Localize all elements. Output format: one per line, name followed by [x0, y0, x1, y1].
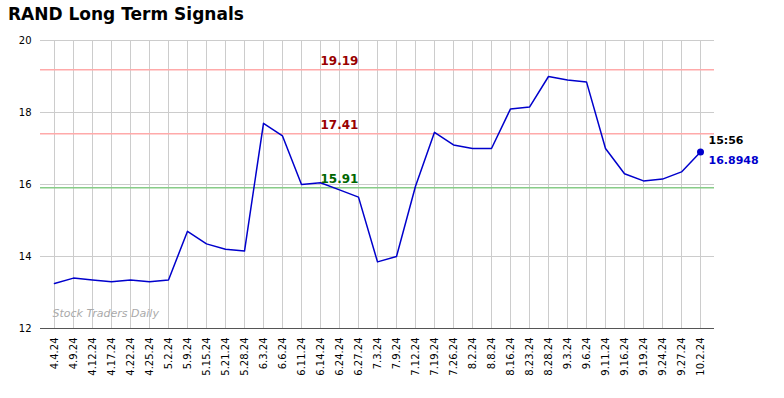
svg-text:12: 12 — [19, 323, 32, 334]
svg-text:Stock Traders Daily: Stock Traders Daily — [53, 307, 160, 320]
svg-text:5.21.24: 5.21.24 — [220, 338, 231, 376]
html-text:RAND Long Term Signals: RAND Long Term Signals — [8, 4, 244, 24]
svg-text:20: 20 — [19, 35, 32, 46]
svg-text:14: 14 — [19, 251, 32, 262]
svg-text:4.17.24: 4.17.24 — [106, 338, 117, 376]
svg-text:9.3.24: 9.3.24 — [562, 338, 573, 370]
svg-text:9.6.24: 9.6.24 — [581, 338, 592, 370]
svg-text:8.8.24: 8.8.24 — [486, 338, 497, 370]
svg-text:17.41: 17.41 — [321, 118, 359, 132]
svg-text:15:56: 15:56 — [709, 134, 744, 147]
svg-text:16: 16 — [19, 179, 32, 190]
svg-text:8.28.24: 8.28.24 — [543, 338, 554, 376]
svg-text:9.27.24: 9.27.24 — [676, 338, 687, 376]
svg-text:5.9.24: 5.9.24 — [182, 338, 193, 370]
svg-text:19.19: 19.19 — [321, 54, 359, 68]
svg-text:4.22.24: 4.22.24 — [125, 338, 136, 376]
svg-text:10.2.24: 10.2.24 — [695, 338, 706, 376]
svg-text:5.2.24: 5.2.24 — [163, 338, 174, 370]
svg-text:4.25.24: 4.25.24 — [144, 338, 155, 376]
svg-text:4.9.24: 4.9.24 — [68, 338, 79, 370]
svg-text:7.3.24: 7.3.24 — [372, 338, 383, 370]
svg-text:16.8948: 16.8948 — [709, 154, 759, 167]
svg-text:9.19.24: 9.19.24 — [638, 338, 649, 376]
svg-text:6.24.24: 6.24.24 — [334, 338, 345, 376]
svg-text:9.11.24: 9.11.24 — [600, 338, 611, 376]
svg-text:8.23.24: 8.23.24 — [524, 338, 535, 376]
svg-text:8.2.24: 8.2.24 — [467, 338, 478, 370]
svg-text:6.14.24: 6.14.24 — [315, 338, 326, 376]
svg-text:7.9.24: 7.9.24 — [391, 338, 402, 370]
svg-text:4.4.24: 4.4.24 — [49, 338, 60, 370]
svg-text:9.16.24: 9.16.24 — [619, 338, 630, 376]
svg-text:7.19.24: 7.19.24 — [429, 338, 440, 376]
svg-text:5.15.24: 5.15.24 — [201, 338, 212, 376]
svg-text:9.24.24: 9.24.24 — [657, 338, 668, 376]
svg-text:6.11.24: 6.11.24 — [296, 338, 307, 376]
svg-text:8.16.24: 8.16.24 — [505, 338, 516, 376]
svg-text:7.26.24: 7.26.24 — [448, 338, 459, 376]
svg-text:18: 18 — [19, 107, 32, 118]
svg-text:15.91: 15.91 — [321, 172, 359, 186]
svg-text:5.28.24: 5.28.24 — [239, 338, 250, 376]
svg-text:7.12.24: 7.12.24 — [410, 338, 421, 376]
svg-text:6.6.24: 6.6.24 — [277, 338, 288, 370]
svg-text:6.3.24: 6.3.24 — [258, 338, 269, 370]
svg-text:6.27.24: 6.27.24 — [353, 338, 364, 376]
svg-text:4.12.24: 4.12.24 — [87, 338, 98, 376]
